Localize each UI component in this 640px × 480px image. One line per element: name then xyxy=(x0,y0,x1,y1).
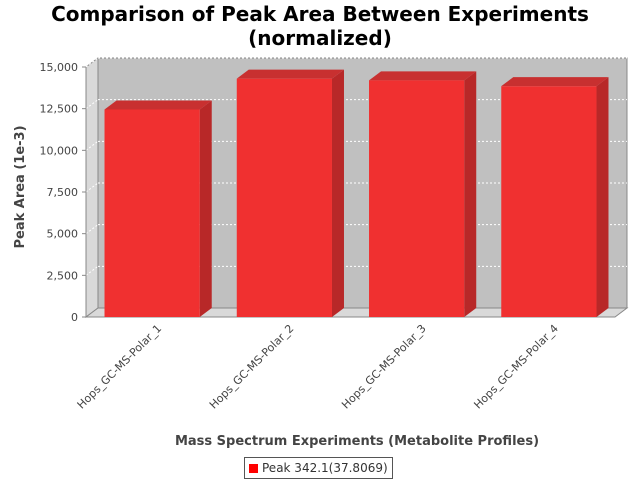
bar-front xyxy=(501,86,597,318)
bar-front xyxy=(236,78,332,318)
y-tick-label: 12,500 xyxy=(40,103,79,116)
bar-side xyxy=(596,77,609,318)
bar-front xyxy=(369,80,465,317)
bar xyxy=(369,71,477,317)
x-tick-label: Hops_GC-MS-Polar_1 xyxy=(75,322,165,412)
gridline-side xyxy=(85,57,99,68)
y-tick-label: 2,500 xyxy=(47,269,79,282)
bar xyxy=(104,100,212,317)
y-axis: 0 2,500 5,000 7,500 10,000 12,500 15,000 xyxy=(40,61,87,324)
chart-title-line-2: (normalized) xyxy=(248,26,392,50)
bar-side xyxy=(199,100,212,317)
bar-top xyxy=(369,71,477,81)
legend-entry: Peak 342.1(37.8069) xyxy=(262,461,388,475)
bar-top xyxy=(104,100,212,110)
x-axis-label: Mass Spectrum Experiments (Metabolite Pr… xyxy=(175,434,539,449)
gridline-side xyxy=(85,182,99,193)
x-axis: Hops_GC-MS-Polar_1 Hops_GC-MS-Polar_2 Hops… xyxy=(75,322,561,412)
gridline-side xyxy=(85,265,99,276)
y-tick-label: 7,500 xyxy=(47,186,79,199)
bar-side xyxy=(464,71,477,317)
y-tick-label: 10,000 xyxy=(40,144,79,157)
x-tick-label: Hops_GC-MS-Polar_4 xyxy=(471,322,561,412)
x-tick-label: Hops_GC-MS-Polar_3 xyxy=(339,322,429,412)
gridline-side xyxy=(85,140,99,151)
y-tick-label: 15,000 xyxy=(40,61,79,74)
y-tick-label: 0 xyxy=(71,311,78,324)
y-tick-label: 5,000 xyxy=(47,228,79,241)
chart-title-line-1: Comparison of Peak Area Between Experime… xyxy=(51,2,589,26)
y-axis-label: Peak Area (1e-3) xyxy=(13,125,28,248)
chart-title: Comparison of Peak Area Between Experime… xyxy=(0,2,640,50)
bar-top xyxy=(236,69,344,79)
x-tick-label: Hops_GC-MS-Polar_2 xyxy=(207,322,297,412)
bar xyxy=(236,69,344,318)
plot-left-wall xyxy=(85,57,99,318)
bar-top xyxy=(501,77,609,87)
legend-swatch xyxy=(249,464,258,473)
bar-front xyxy=(104,109,200,317)
gridline-side xyxy=(85,99,99,110)
bar xyxy=(501,77,609,318)
bar-side xyxy=(331,69,344,318)
gridline-side xyxy=(85,224,99,235)
legend: Peak 342.1(37.8069) xyxy=(244,457,393,479)
bars xyxy=(104,69,609,318)
